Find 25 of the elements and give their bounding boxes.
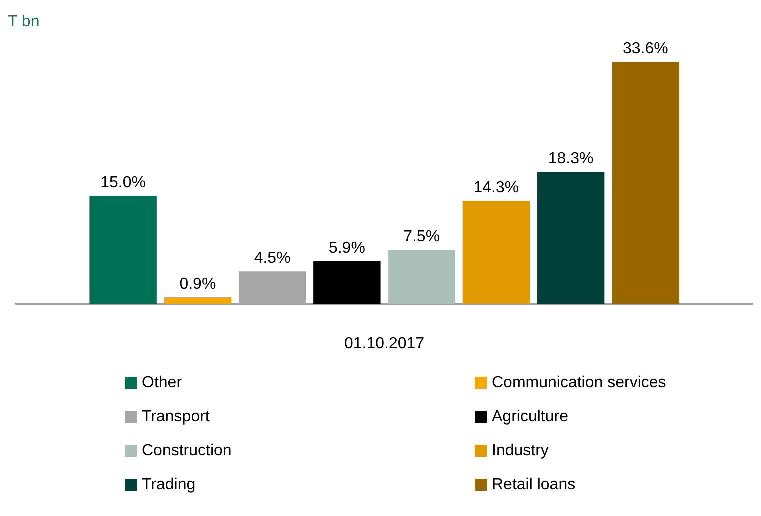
data-label: 33.6% [623, 40, 668, 58]
legend-label: Other [142, 374, 183, 392]
bar [90, 196, 157, 304]
legend-label: Agriculture [492, 408, 569, 426]
data-label: 14.3% [474, 180, 520, 197]
legend-label: Industry [492, 442, 549, 460]
legend-label: Retail loans [492, 476, 576, 494]
bar [537, 172, 605, 304]
bar [388, 250, 456, 304]
legend-label: Communication services [492, 374, 666, 392]
data-label: 7.5% [404, 228, 440, 246]
bar [612, 62, 680, 304]
x-axis-title: 01.10.2017 [344, 336, 425, 352]
bar [164, 298, 232, 304]
legend-label: Construction [142, 442, 232, 460]
data-label: 5.9% [328, 240, 366, 258]
bar [314, 262, 381, 304]
y-axis-title: T bn [8, 14, 40, 30]
data-label: 0.9% [180, 276, 216, 294]
data-label: 15.0% [100, 174, 146, 192]
bar [462, 201, 530, 304]
legend-label: Transport [142, 408, 210, 426]
legend-label: Trading [142, 476, 196, 494]
data-label: 4.5% [254, 250, 291, 268]
data-label: 18.3% [548, 150, 594, 168]
